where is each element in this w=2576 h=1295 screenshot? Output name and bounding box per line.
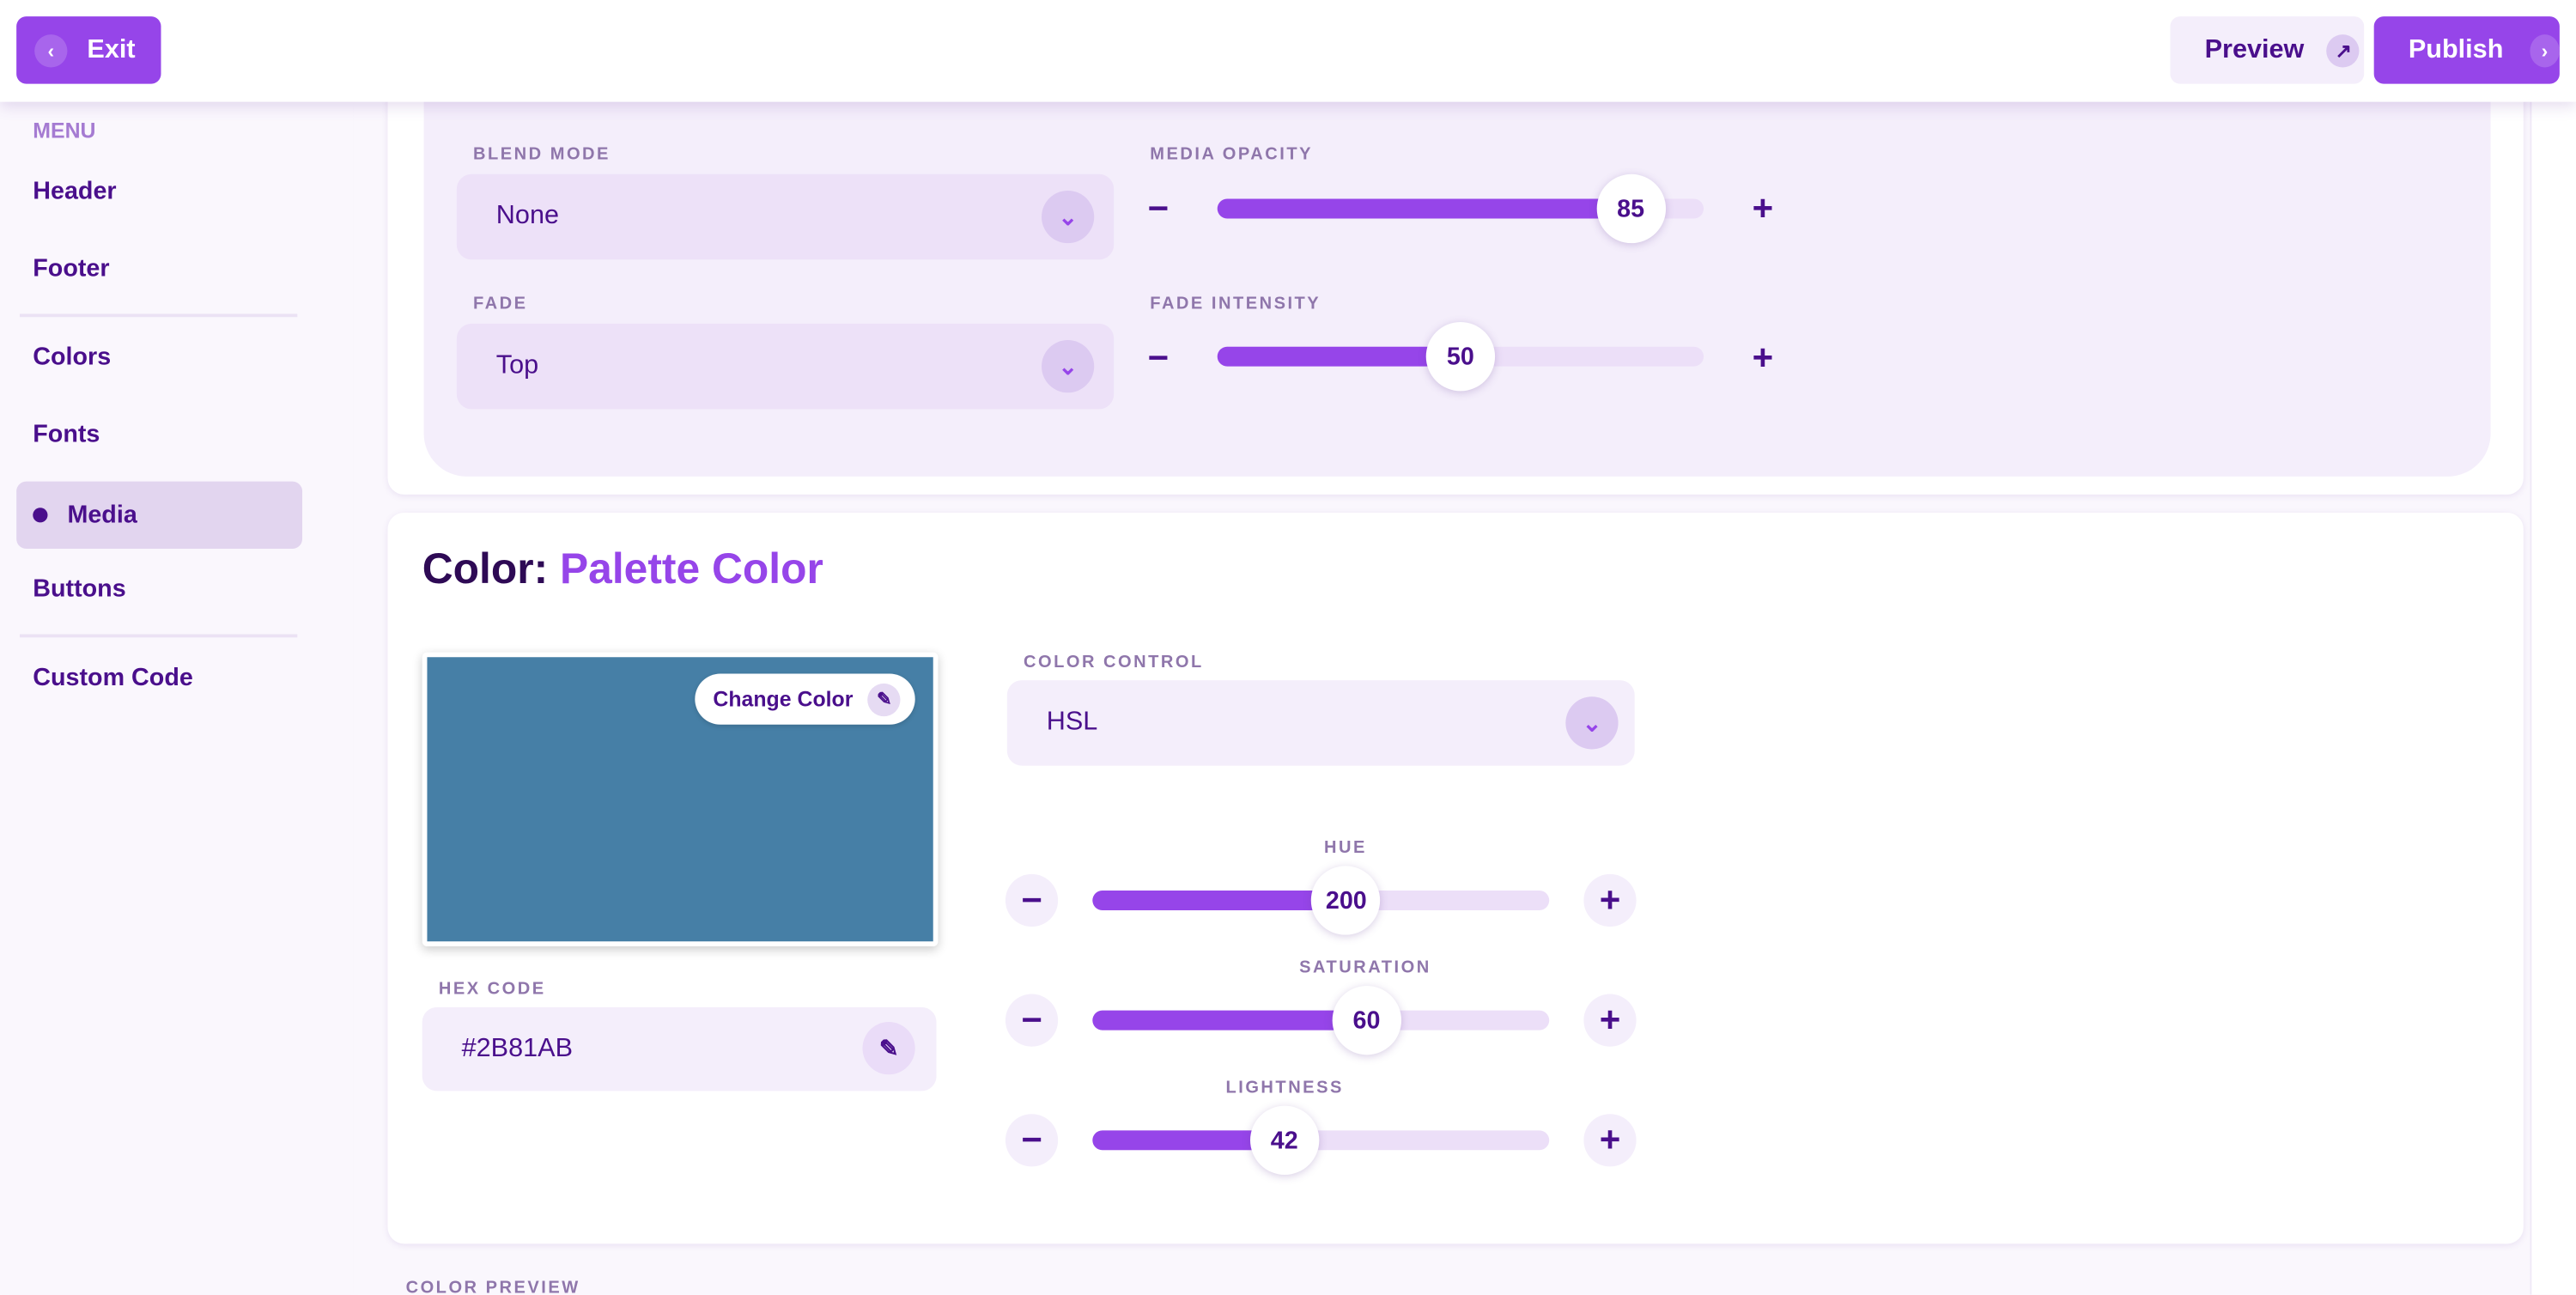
eyedropper-icon[interactable]: ✎	[862, 1022, 915, 1075]
sidebar: MENU Header Footer Colors Fonts Media Bu…	[0, 101, 354, 1295]
chevron-right-icon: ›	[2530, 33, 2560, 67]
blend-mode-select[interactable]: None ⌄	[456, 173, 1115, 260]
sidebar-item-label: Header	[33, 177, 117, 206]
sidebar-item-label: Colors	[33, 343, 112, 372]
hue-slider[interactable]: 200	[1092, 866, 1550, 935]
color-control-value: HSL	[1046, 708, 1098, 737]
lightness-increment-button[interactable]: +	[1583, 1114, 1637, 1167]
fade-intensity-decrement-button[interactable]: −	[1132, 331, 1185, 385]
slider-knob[interactable]: 60	[1332, 985, 1401, 1055]
slider-fill	[1092, 1130, 1285, 1151]
slider-fill	[1217, 198, 1631, 219]
change-color-button[interactable]: Change Color ✎	[695, 673, 915, 725]
slider-fill	[1092, 1010, 1367, 1031]
sidebar-item-label: Fonts	[33, 420, 100, 449]
hue-increment-button[interactable]: +	[1583, 873, 1637, 927]
sidebar-item-custom-code[interactable]: Custom Code	[16, 644, 302, 711]
slider-knob[interactable]: 200	[1311, 866, 1381, 935]
fade-intensity-slider[interactable]: 50	[1217, 322, 1704, 392]
exit-button[interactable]: ‹ Exit	[16, 16, 161, 84]
sidebar-item-colors[interactable]: Colors	[16, 324, 302, 391]
top-bar: ‹ Exit Preview ↗ Publish ›	[0, 0, 2576, 102]
sidebar-item-buttons[interactable]: Buttons	[16, 556, 302, 623]
slider-fill	[1092, 890, 1346, 910]
eyedropper-icon: ✎	[867, 682, 901, 716]
color-title: Color: Palette Color	[422, 544, 823, 594]
preview-label: Preview	[2204, 35, 2305, 64]
hex-code-input[interactable]: #2B81AB ✎	[422, 1006, 937, 1091]
publish-button[interactable]: Publish ›	[2373, 16, 2560, 84]
publish-label: Publish	[2408, 35, 2504, 64]
sidebar-item-label: Buttons	[33, 575, 126, 604]
color-control-label: COLOR CONTROL	[1023, 652, 1204, 672]
divider	[19, 313, 298, 318]
active-dot-icon	[33, 508, 48, 523]
sidebar-item-label: Media	[67, 501, 137, 530]
media-opacity-increment-button[interactable]: +	[1736, 182, 1789, 235]
sidebar-item-media[interactable]: Media	[16, 481, 303, 550]
chevron-down-icon: ⌄	[1042, 340, 1095, 393]
sidebar-item-fonts[interactable]: Fonts	[16, 401, 302, 468]
fade-value: Top	[495, 351, 539, 380]
fade-select[interactable]: Top ⌄	[456, 323, 1115, 410]
saturation-label: SATURATION	[1299, 958, 1431, 978]
chevron-left-icon: ‹	[34, 33, 68, 67]
sidebar-item-footer[interactable]: Footer	[16, 235, 302, 302]
slider-knob[interactable]: 42	[1249, 1105, 1319, 1175]
color-control-select[interactable]: HSL ⌄	[1006, 680, 1635, 766]
blend-mode-label: BLEND MODE	[473, 144, 611, 165]
hue-decrement-button[interactable]: −	[1005, 873, 1059, 927]
change-color-label: Change Color	[713, 686, 854, 712]
chevron-down-icon: ⌄	[1565, 696, 1619, 750]
media-opacity-slider[interactable]: 85	[1217, 173, 1704, 244]
lightness-label: LIGHTNESS	[1225, 1078, 1344, 1098]
fade-label: FADE	[473, 294, 528, 314]
scrollbar[interactable]	[2530, 101, 2576, 1295]
fade-intensity-label: FADE INTENSITY	[1150, 294, 1321, 314]
hue-label: HUE	[1324, 837, 1367, 858]
media-opacity-label: MEDIA OPACITY	[1150, 144, 1314, 165]
slider-knob[interactable]: 50	[1425, 322, 1496, 392]
preview-button[interactable]: Preview ↗	[2170, 16, 2365, 84]
sidebar-item-header[interactable]: Header	[16, 158, 302, 225]
chevron-down-icon: ⌄	[1042, 190, 1095, 244]
saturation-slider[interactable]: 60	[1092, 985, 1550, 1055]
saturation-decrement-button[interactable]: −	[1005, 994, 1059, 1047]
color-preview-label: COLOR PREVIEW	[405, 1278, 580, 1295]
slider-fill	[1217, 346, 1461, 367]
color-title-name: Palette Color	[560, 544, 823, 593]
blend-mode-value: None	[495, 202, 559, 230]
sidebar-item-label: Custom Code	[33, 663, 193, 692]
slider-knob[interactable]: 85	[1595, 173, 1666, 244]
sidebar-item-label: Footer	[33, 254, 110, 283]
exit-label: Exit	[87, 35, 136, 64]
lightness-slider[interactable]: 42	[1092, 1105, 1550, 1175]
hex-code-label: HEX CODE	[438, 979, 546, 1000]
media-settings-card	[387, 33, 2524, 495]
menu-label: MENU	[33, 118, 96, 143]
divider	[19, 634, 298, 638]
lightness-decrement-button[interactable]: −	[1005, 1114, 1059, 1167]
saturation-increment-button[interactable]: +	[1583, 994, 1637, 1047]
media-opacity-decrement-button[interactable]: −	[1132, 182, 1185, 235]
hex-code-value: #2B81AB	[461, 1034, 573, 1062]
fade-intensity-increment-button[interactable]: +	[1736, 331, 1789, 385]
color-title-prefix: Color:	[422, 544, 549, 593]
external-link-icon: ↗	[2327, 33, 2360, 67]
